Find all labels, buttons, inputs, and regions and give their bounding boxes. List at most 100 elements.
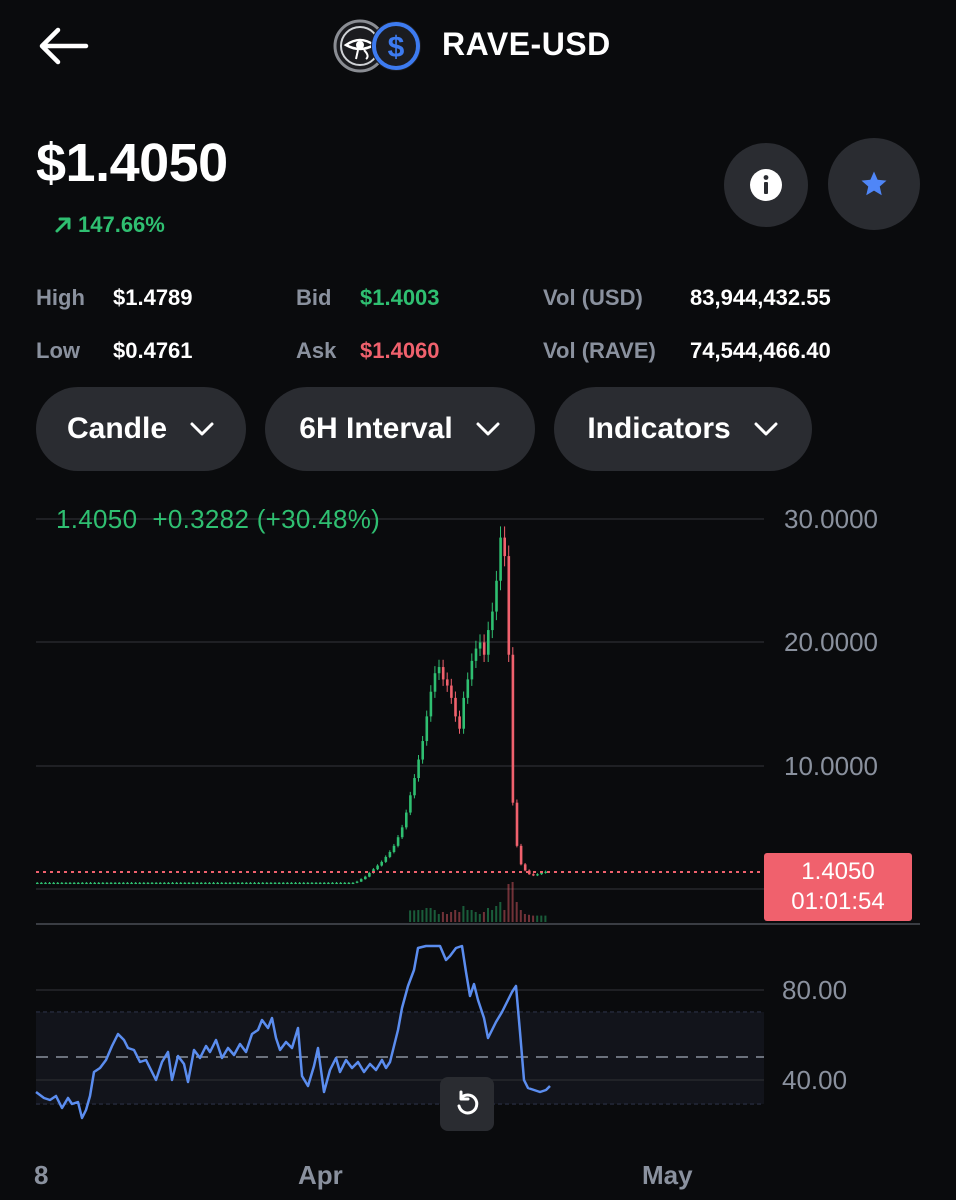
candle xyxy=(52,882,55,885)
candle xyxy=(417,759,420,779)
candle xyxy=(105,882,109,885)
candle xyxy=(183,882,187,885)
candle xyxy=(392,845,396,853)
candle xyxy=(224,882,228,885)
volume-bar xyxy=(495,906,498,922)
candle xyxy=(458,716,461,729)
candle xyxy=(474,648,478,661)
candle xyxy=(351,882,355,885)
candle xyxy=(347,882,351,885)
candle xyxy=(253,882,256,885)
candle xyxy=(331,882,334,885)
candle xyxy=(195,882,199,885)
volume-bar xyxy=(474,912,477,922)
candle xyxy=(413,778,416,796)
volume-bar xyxy=(458,912,461,922)
dollar-coin-icon: $ xyxy=(371,21,421,71)
candle xyxy=(310,882,314,885)
candle xyxy=(216,882,219,885)
candle xyxy=(298,882,301,885)
candle xyxy=(269,882,273,885)
candle xyxy=(523,864,527,871)
chart-type-dropdown[interactable]: Candle xyxy=(36,387,246,471)
rsi-band xyxy=(36,1012,764,1104)
volume-bar xyxy=(409,910,412,922)
candle xyxy=(495,580,498,612)
vol-usd-value: 83,944,432.55 xyxy=(690,285,831,310)
candle xyxy=(85,882,88,885)
candle xyxy=(277,882,281,885)
high-value: $1.4789 xyxy=(113,285,193,310)
candle xyxy=(97,882,101,885)
candle xyxy=(355,881,359,883)
candle xyxy=(44,882,47,885)
candle xyxy=(93,882,96,885)
volume-bar xyxy=(450,912,453,922)
candle xyxy=(265,882,269,885)
price-change: 147.66% xyxy=(54,212,165,238)
interval-dropdown[interactable]: 6H Interval xyxy=(265,387,535,471)
volume-bar xyxy=(437,914,440,922)
legend-change: +0.3282 (+30.48%) xyxy=(152,504,381,534)
volume-bar xyxy=(491,910,494,922)
candle xyxy=(532,874,535,876)
candle xyxy=(142,882,146,885)
candle xyxy=(339,882,342,885)
chevron-down-icon xyxy=(476,422,500,436)
bid-value: $1.4003 xyxy=(360,285,440,310)
candle xyxy=(36,882,39,885)
candle xyxy=(89,882,92,885)
volume-bar xyxy=(499,902,502,922)
info-icon xyxy=(750,169,782,201)
volume-bars xyxy=(409,882,547,922)
volume-bar xyxy=(544,915,547,922)
candles xyxy=(36,526,547,885)
volume-bar xyxy=(519,910,522,922)
candle xyxy=(433,673,437,692)
favorite-button[interactable] xyxy=(828,138,920,230)
candle xyxy=(409,795,412,813)
y-axis-label: 30.0000 xyxy=(784,504,878,534)
interval-label: 6H Interval xyxy=(299,412,453,445)
indicators-dropdown[interactable]: Indicators xyxy=(554,387,812,471)
legend-price: 1.4050 xyxy=(56,504,138,534)
candle xyxy=(466,679,470,698)
candle xyxy=(236,882,240,885)
candle xyxy=(241,882,244,885)
ask-label: Ask xyxy=(296,338,337,363)
volume-bar xyxy=(482,912,485,922)
chart-type-label: Candle xyxy=(66,412,168,445)
price-chart[interactable]: 30.0000 20.0000 10.0000 80.00 40.00 xyxy=(0,490,956,1200)
chevron-down-icon xyxy=(754,422,778,436)
volume-bar xyxy=(528,914,530,922)
candle xyxy=(335,882,338,885)
candle xyxy=(425,716,429,742)
vol-usd-label: Vol (USD) xyxy=(543,285,643,310)
candle xyxy=(462,697,465,729)
volume-bar xyxy=(425,908,428,922)
candle xyxy=(388,852,392,857)
volume-bar xyxy=(515,902,518,922)
volume-bar xyxy=(429,908,432,922)
candle xyxy=(302,882,306,885)
back-button[interactable] xyxy=(36,26,90,66)
reset-chart-button[interactable] xyxy=(440,1077,494,1131)
candle xyxy=(232,882,236,885)
candle xyxy=(109,882,113,885)
candle xyxy=(499,537,502,581)
y-axis-label: 20.0000 xyxy=(784,627,878,657)
chart-legend: 1.4050 +0.3282 (+30.48%) xyxy=(56,504,380,535)
y-axis-label: 10.0000 xyxy=(784,751,878,781)
candle xyxy=(318,882,322,885)
candle xyxy=(228,882,232,885)
candle xyxy=(314,882,318,885)
candle xyxy=(384,856,388,862)
info-button[interactable] xyxy=(724,143,808,227)
candle xyxy=(286,882,289,885)
low-value: $0.4761 xyxy=(113,338,193,363)
volume-bar xyxy=(536,915,539,922)
candle xyxy=(257,882,260,885)
candle xyxy=(101,882,105,885)
candle xyxy=(77,882,80,885)
candle xyxy=(536,874,539,876)
